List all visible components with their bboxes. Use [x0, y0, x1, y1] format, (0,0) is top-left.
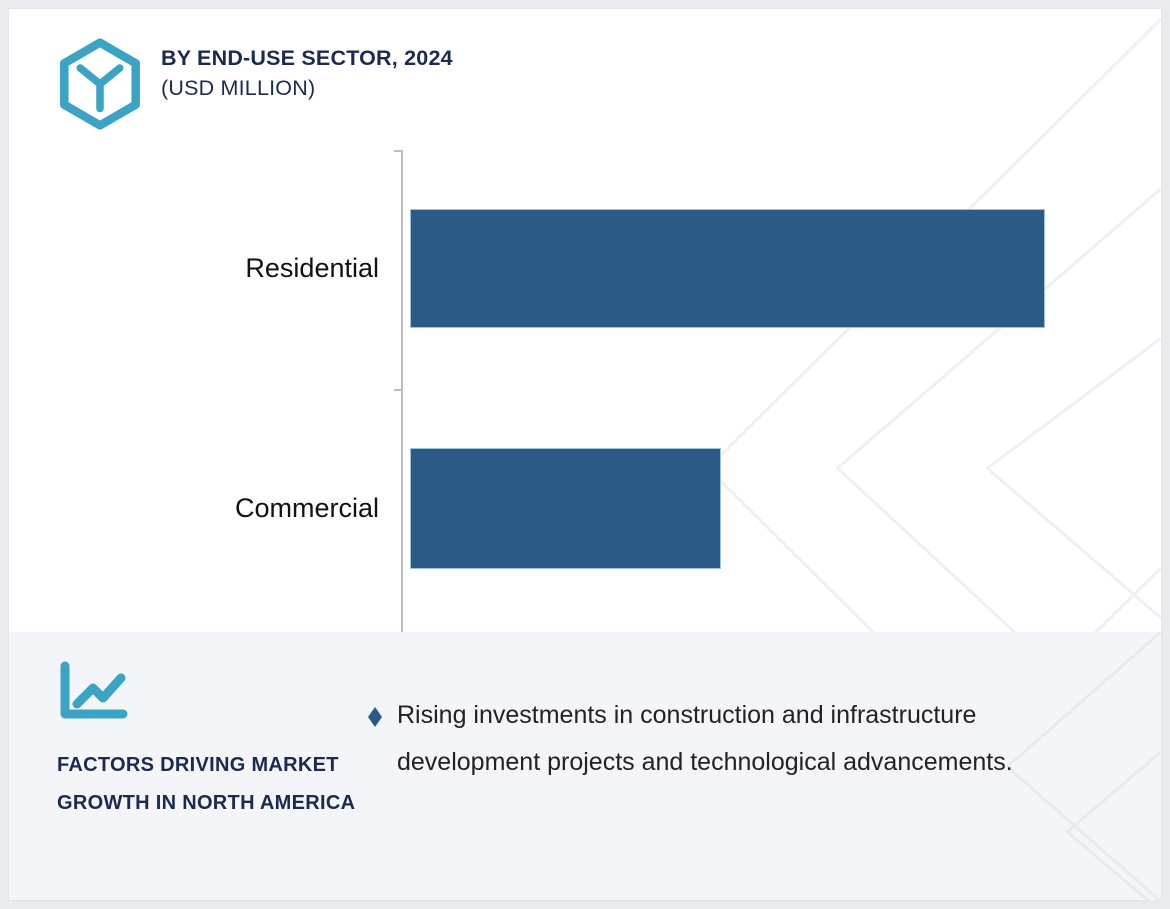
- category-label-commercial: Commercial: [234, 493, 379, 523]
- bar-residential: [410, 209, 1045, 328]
- panel-bullet-list: Rising investments in construction and i…: [367, 692, 1067, 786]
- hexagon-y-logo-icon: [60, 38, 140, 130]
- axis-tick-top: [394, 150, 403, 152]
- page-subtitle: (USD MILLION): [161, 76, 316, 100]
- panel-left-column: FACTORS DRIVING MARKET GROWTH IN NORTH A…: [57, 660, 357, 822]
- line-chart-trend-icon: [60, 661, 128, 719]
- page-title: BY END-USE SECTOR, 2024: [161, 46, 453, 70]
- chart-header: BY END-USE SECTOR, 2024 (USD MILLION): [9, 9, 1161, 139]
- category-label-residential: Residential: [245, 253, 379, 283]
- infographic-card: BY END-USE SECTOR, 2024 (USD MILLION) Re…: [8, 8, 1162, 901]
- axis-tick-middle: [394, 389, 403, 391]
- bar-commercial: [410, 448, 721, 569]
- insight-panel: FACTORS DRIVING MARKET GROWTH IN NORTH A…: [9, 632, 1161, 900]
- chart-y-axis: [394, 150, 410, 641]
- title-block: BY END-USE SECTOR, 2024 (USD MILLION): [161, 43, 453, 103]
- panel-heading: FACTORS DRIVING MARKET GROWTH IN NORTH A…: [57, 754, 356, 814]
- bar-chart: Residential Commercial: [9, 139, 1161, 641]
- diamond-bullet-icon: [368, 707, 382, 727]
- bullet-item-text: Rising investments in construction and i…: [397, 701, 1013, 776]
